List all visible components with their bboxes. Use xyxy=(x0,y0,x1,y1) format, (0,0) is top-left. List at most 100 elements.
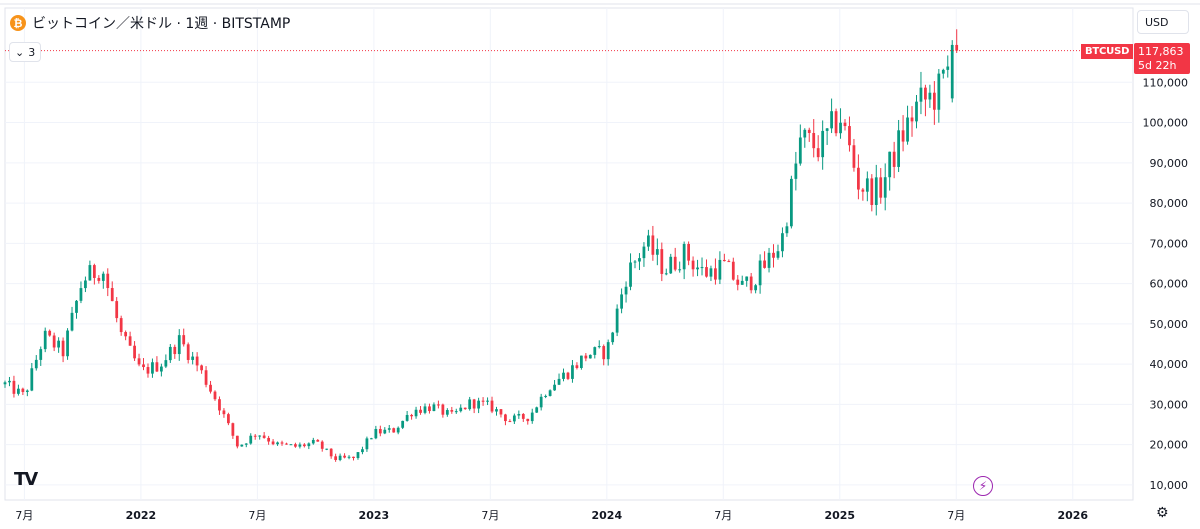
candle-body xyxy=(490,400,494,412)
candle-body xyxy=(937,73,941,110)
candle-body xyxy=(70,312,74,331)
candle-body xyxy=(325,448,329,450)
candle-body xyxy=(910,117,914,122)
candle-body xyxy=(97,277,101,281)
candle-body xyxy=(164,360,168,367)
candle-body xyxy=(785,226,789,234)
candle-body xyxy=(289,444,293,446)
y-tick-label: 110,000 xyxy=(1143,76,1189,89)
candle-body xyxy=(709,268,713,277)
candle-body xyxy=(285,443,288,445)
candle-body xyxy=(61,340,65,357)
last-price-label: 117,863 5d 22h xyxy=(1134,43,1190,74)
candle-body xyxy=(200,365,203,371)
currency-button[interactable]: USD xyxy=(1137,10,1189,34)
candle-body xyxy=(347,456,351,458)
candle-body xyxy=(66,330,69,357)
candle-body xyxy=(133,345,136,359)
candle-body xyxy=(807,129,811,133)
candle-body xyxy=(495,409,498,412)
candle-body xyxy=(633,261,637,263)
candle-body xyxy=(830,111,833,129)
candle-body xyxy=(781,233,784,252)
candle-body xyxy=(696,267,699,270)
candle-body xyxy=(369,438,373,440)
candle-body xyxy=(383,429,387,434)
chart-header: ₿ ビットコイン／米ドル · 1週 · BITSTAMP xyxy=(10,12,290,34)
candle-body xyxy=(843,122,847,127)
candle-body xyxy=(75,300,78,313)
candle-body xyxy=(557,378,561,385)
x-tick-label: 7月 xyxy=(947,509,965,522)
y-tick-label: 40,000 xyxy=(1150,358,1189,371)
candle-body xyxy=(530,412,534,422)
settings-gear-icon[interactable]: ⚙ xyxy=(1156,505,1169,521)
candle-body xyxy=(593,347,597,355)
lightning-icon[interactable]: ⚡ xyxy=(973,476,993,496)
candle-body xyxy=(365,438,369,450)
candle-body xyxy=(454,411,458,413)
y-tick-label: 30,000 xyxy=(1150,398,1189,411)
indicators-toggle-button[interactable]: ⌄ 3 xyxy=(9,42,42,62)
candle-body xyxy=(253,435,257,437)
candle-body xyxy=(772,252,775,258)
candle-body xyxy=(437,404,440,406)
x-tick-label: 7月 xyxy=(481,509,499,522)
candle-body xyxy=(879,177,883,198)
candle-body xyxy=(227,414,230,424)
candle-body xyxy=(906,117,909,142)
candle-body xyxy=(852,145,856,168)
symbol-label: BTCUSD xyxy=(1081,44,1134,59)
candle-body xyxy=(106,273,110,289)
candle-body xyxy=(428,406,431,412)
candle-body xyxy=(30,368,34,391)
y-tick-label: 70,000 xyxy=(1150,237,1189,250)
candle-body xyxy=(597,346,601,348)
candle-body xyxy=(642,246,646,259)
candle-body xyxy=(173,346,177,355)
candle-body xyxy=(638,258,641,262)
candle-body xyxy=(240,444,244,447)
candle-body xyxy=(12,380,16,394)
candle-body xyxy=(812,132,816,149)
candle-body xyxy=(262,435,266,438)
candle-body xyxy=(521,414,525,419)
candle-body xyxy=(459,407,463,412)
candle-body xyxy=(749,276,753,291)
candle-body xyxy=(745,276,749,281)
candle-body xyxy=(177,335,181,355)
candle-body xyxy=(606,342,610,360)
candle-body xyxy=(124,332,128,337)
candle-body xyxy=(477,400,481,409)
candle-body xyxy=(423,406,427,413)
candle-body xyxy=(848,126,851,146)
candle-body xyxy=(584,355,588,359)
candle-body xyxy=(209,384,212,392)
plot-frame xyxy=(4,7,1134,501)
bar-countdown: 5d 22h xyxy=(1138,58,1177,72)
candle-body xyxy=(861,189,865,192)
candle-body xyxy=(222,410,226,415)
candle-body xyxy=(727,261,731,263)
candle-body xyxy=(329,448,333,457)
candle-body xyxy=(579,355,583,368)
candle-body xyxy=(718,259,722,280)
candle-body xyxy=(620,294,623,309)
candle-body xyxy=(155,362,159,372)
indicators-count: 3 xyxy=(28,45,36,59)
candle-body xyxy=(955,44,959,51)
candle-body xyxy=(883,177,887,198)
y-tick-label: 60,000 xyxy=(1150,278,1189,291)
candle-body xyxy=(271,441,275,445)
candle-body xyxy=(128,336,132,346)
x-tick-label: 2026 xyxy=(1057,509,1088,522)
candle-body xyxy=(334,456,338,460)
candle-body xyxy=(168,346,172,361)
candle-body xyxy=(678,269,682,271)
candle-body xyxy=(311,439,315,444)
candle-body xyxy=(115,301,119,319)
candle-body xyxy=(548,390,552,396)
y-tick-label: 100,000 xyxy=(1143,117,1189,130)
candle-body xyxy=(316,439,320,442)
